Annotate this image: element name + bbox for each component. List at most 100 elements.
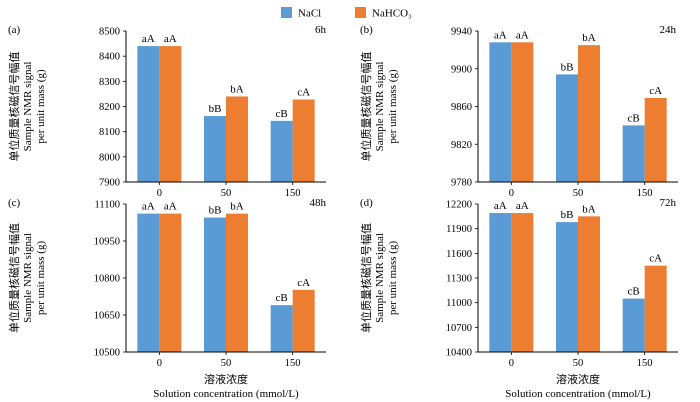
y-tick-label: 11300 [446,274,472,285]
x-axis-title-en-right: Solution concentration (mmol/L) [505,388,651,400]
bar-nahco3-0 [159,213,182,352]
x-tick-label: 0 [509,188,514,199]
bar-nahco3-50 [226,96,248,182]
bar-nahco3-0 [511,213,534,352]
y-axis-title-line-3: per unit mass (g) [387,69,399,144]
y-axis-title-line-1: 单位质量核磁信号幅值 [7,52,21,162]
time-label: 6h [315,24,327,36]
time-label: 24h [660,24,677,36]
y-tick-label: 8500 [99,27,120,38]
significance-label: cB [276,292,288,304]
bar-nahco3-150 [292,289,315,352]
significance-label: cB [628,112,640,124]
bar-nahco3-150 [644,265,667,352]
legend-swatch-nacl [281,7,292,18]
significance-label: aA [164,201,177,213]
y-tick-label: 8300 [99,77,120,88]
legend-label-nacl: NaCl [298,8,321,20]
x-axis-title-cn-left: 溶液浓度 [204,372,248,386]
significance-label: bA [582,32,596,44]
legend-swatch-nahco3 [355,7,366,18]
x-axis-title-cn-right: 溶液浓度 [556,372,600,386]
y-tick-label: 10950 [94,237,120,248]
significance-label: cB [628,286,640,298]
panel-label: (b) [360,24,373,36]
y-tick-label: 9940 [451,27,472,38]
y-axis-title-line-1: 单位质量核磁信号幅值 [359,223,373,333]
bar-nacl-150 [622,125,645,182]
time-label: 48h [310,197,327,209]
y-axis-title-line-1: 单位质量核磁信号幅值 [7,223,21,333]
bar-nahco3-150 [644,98,667,182]
x-tick-label: 50 [221,358,232,369]
significance-label: bA [582,203,596,215]
legend-label-nahco3: NaHCO₃ [372,8,412,20]
bar-nahco3-50 [226,213,248,352]
panel-label: (d) [360,197,373,209]
y-tick-label: 10700 [446,323,472,334]
significance-label: aA [494,29,507,41]
x-tick-label: 50 [573,188,584,199]
significance-label: bB [209,103,222,115]
x-tick-label: 0 [157,358,162,369]
y-tick-label: 9900 [451,64,472,75]
bar-nacl-150 [270,120,293,182]
significance-label: bB [561,209,574,221]
bar-nacl-150 [270,305,293,352]
bar-nacl-50 [204,217,226,352]
significance-label: cA [297,277,310,289]
significance-label: aA [142,33,155,45]
bar-nacl-50 [556,222,578,352]
significance-label: aA [516,29,529,41]
y-tick-label: 10500 [94,348,120,359]
significance-label: bB [209,205,222,217]
y-tick-label: 8400 [99,52,120,63]
y-axis-title-line-2: Sample NMR signal [374,62,386,152]
significance-label: aA [494,200,507,212]
x-tick-label: 150 [285,188,301,199]
bar-nacl-0 [489,42,512,183]
significance-label: cB [276,108,288,120]
bar-nacl-50 [204,116,226,182]
y-tick-label: 11900 [446,224,472,235]
time-label: 72h [660,197,677,209]
y-tick-label: 9860 [451,102,472,113]
y-tick-label: 11000 [446,298,472,309]
chart-panel-2: (b) 24h 单位质量核磁信号幅值 Sample NMR signal per uni… [359,24,678,199]
bar-nacl-0 [489,213,512,352]
significance-label: cA [649,85,662,97]
y-axis-title-line-2: Sample NMR signal [22,62,34,152]
x-tick-label: 50 [573,358,584,369]
significance-label: bA [230,83,244,95]
y-axis-title-line-3: per unit mass (g) [387,241,399,316]
x-tick-label: 150 [285,358,301,369]
bar-nacl-150 [622,298,645,352]
y-axis-title-line-2: Sample NMR signal [374,233,386,323]
y-tick-label: 10650 [94,311,120,322]
chart-panel-4: (d) 72h 单位质量核磁信号幅值 Sample NMR signal per uni… [359,197,678,369]
y-tick-label: 10400 [446,348,472,359]
bar-nahco3-0 [159,46,182,182]
x-tick-label: 0 [509,358,514,369]
chart-panel-3: (c) 48h 单位质量核磁信号幅值 Sample NMR signal per uni… [7,197,327,369]
y-tick-label: 11100 [95,200,120,211]
y-axis-title-line-2: Sample NMR signal [22,233,34,323]
bar-nacl-0 [137,46,160,182]
y-axis-title-line-1: 单位质量核磁信号幅值 [359,52,373,162]
panel-label: (c) [8,197,21,209]
panel-label: (a) [8,24,21,36]
y-tick-label: 7900 [99,178,120,189]
y-tick-label: 9820 [451,140,472,151]
bar-nahco3-50 [578,216,600,352]
significance-label: aA [516,200,529,212]
x-tick-label: 150 [637,358,653,369]
significance-label: cA [297,86,310,98]
x-tick-label: 50 [221,188,232,199]
significance-label: bA [230,201,244,213]
bar-nacl-0 [137,213,160,352]
significance-label: bB [561,61,574,73]
bar-nahco3-150 [292,99,315,182]
y-tick-label: 11600 [446,249,472,260]
bar-nacl-50 [556,74,578,182]
